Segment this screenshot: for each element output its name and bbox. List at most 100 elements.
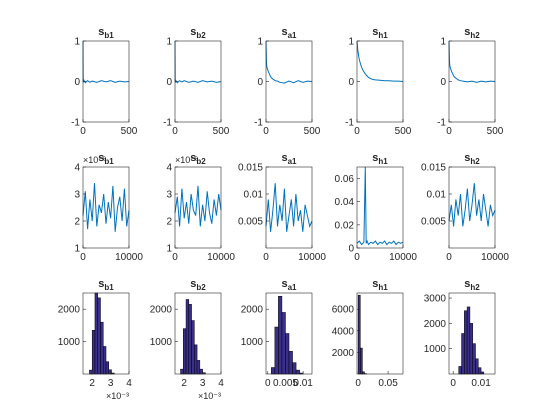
subplot-title-sub: b1 [104,31,114,40]
subplot-title: sb2 [190,152,206,166]
y-tick-label: 3 [166,190,172,201]
subplot-title: sh2 [464,26,480,40]
y-tick-label: 0.01 [427,190,447,201]
subplot-title: sb1 [98,152,114,166]
histogram-bar [94,292,98,375]
trace-line [174,40,222,84]
y-tick-label: 0 [348,77,354,88]
y-tick-label: 1 [440,37,446,48]
histogram-bar [102,346,107,375]
x-tick-label: 10000 [389,252,417,263]
subplot-title-sub: h1 [378,157,388,166]
subplot-title-sub: h1 [378,283,388,292]
subplot-title-sub: b1 [104,157,114,166]
subplot-r3-c4: 0 0.05 2000 4000 6000 sh1 [332,278,404,389]
x-tick-label: 0.05 [378,378,398,389]
subplot-title-main: s [464,152,470,164]
x-tick-label: 2 [89,378,95,389]
x-tick-label: 3 [108,378,114,389]
y-tick-label: 4 [74,163,80,174]
trace-line [448,40,496,83]
subplot-title-main: s [372,278,378,290]
x-tick-label: 500 [304,126,321,137]
subplot-title-sub: b2 [196,283,206,292]
subplot-title-main: s [98,152,104,164]
x-tick-label: 500 [213,126,230,137]
y-tick-label: 0 [440,77,446,88]
y-tick-label: 2 [74,217,80,228]
trace-line [174,185,222,227]
y-tick-label: 1000 [424,344,447,355]
subplot-r3-c2: 2 3 4 1000 2000 ×10⁻³ sb2 [150,278,224,401]
axes-box [82,166,130,249]
subplot-title-sub: h2 [470,157,480,166]
y-tick-label: 0 [257,77,263,88]
histogram-bar [274,326,279,375]
axes-box [448,166,496,249]
subplot-title-sub: h2 [470,31,480,40]
histogram-bar [281,312,286,375]
histogram-bar [478,367,482,375]
x-tick-label: 0.01 [293,378,313,389]
subplot-title-sub: b2 [196,31,206,40]
subplot-title-sub: b1 [104,283,114,292]
x-tick-label: 10000 [481,252,509,263]
x-tick-label: 0 [446,252,452,263]
y-tick-label: 2000 [241,305,264,316]
x-tick-label: 10000 [298,252,326,263]
subplot-title-main: s [190,26,196,38]
y-exponent-label: ×10⁻³ [175,155,198,165]
histogram-bar [461,333,465,375]
y-tick-label: 4000 [332,326,355,337]
trace-line [448,183,496,227]
histogram-bar [278,295,283,375]
subplot-title: sb1 [98,26,114,40]
subplot-title: sh1 [372,152,388,166]
histogram-bar [357,294,361,375]
histogram-bar [480,371,485,375]
y-tick-label: 4 [166,163,172,174]
subplot-title: sh2 [464,278,480,292]
x-tick-label: 10000 [207,252,235,263]
subplot-title-sub: h2 [470,283,480,292]
subplot-title-main: s [190,152,196,164]
y-tick-label: 0.06 [335,174,355,185]
y-tick-label: 6000 [332,305,355,316]
trace-line [82,40,130,84]
axes-box [448,292,496,375]
y-tick-label: 2 [166,217,172,228]
subplot-title: sa1 [281,26,297,40]
subplot-r2-c3: 0 10000 0.005 0.01 0.015 sa1 [238,152,326,263]
x-tick-label: 4 [218,378,224,389]
axes-box [265,166,313,249]
y-tick-label: -1 [254,118,263,129]
subplot-title: sh1 [372,278,388,292]
subplot-title: sa1 [281,278,297,292]
y-tick-label: 1000 [150,337,173,348]
x-tick-label: 0 [263,252,269,263]
histogram-bar [288,351,293,375]
axes-box [82,292,130,375]
x-tick-label: 0 [263,126,269,137]
x-tick-label: 0 [446,126,452,137]
histogram-bar [292,362,297,375]
histogram-bar [91,330,96,375]
subplot-title: sb2 [190,26,206,40]
histogram-bar [108,369,112,375]
y-tick-label: 0.04 [335,197,355,208]
histogram-bar [472,343,476,375]
trace-line [356,40,404,82]
subplot-title-main: s [372,26,378,38]
y-tick-label: 2000 [150,305,173,316]
histogram-bar [295,369,300,375]
x-exponent-label: ×10⁻³ [198,391,221,401]
x-tick-label: 0 [80,126,86,137]
x-tick-label: 500 [395,126,412,137]
y-tick-label: 0.015 [421,163,446,174]
subplot-title-main: s [464,26,470,38]
